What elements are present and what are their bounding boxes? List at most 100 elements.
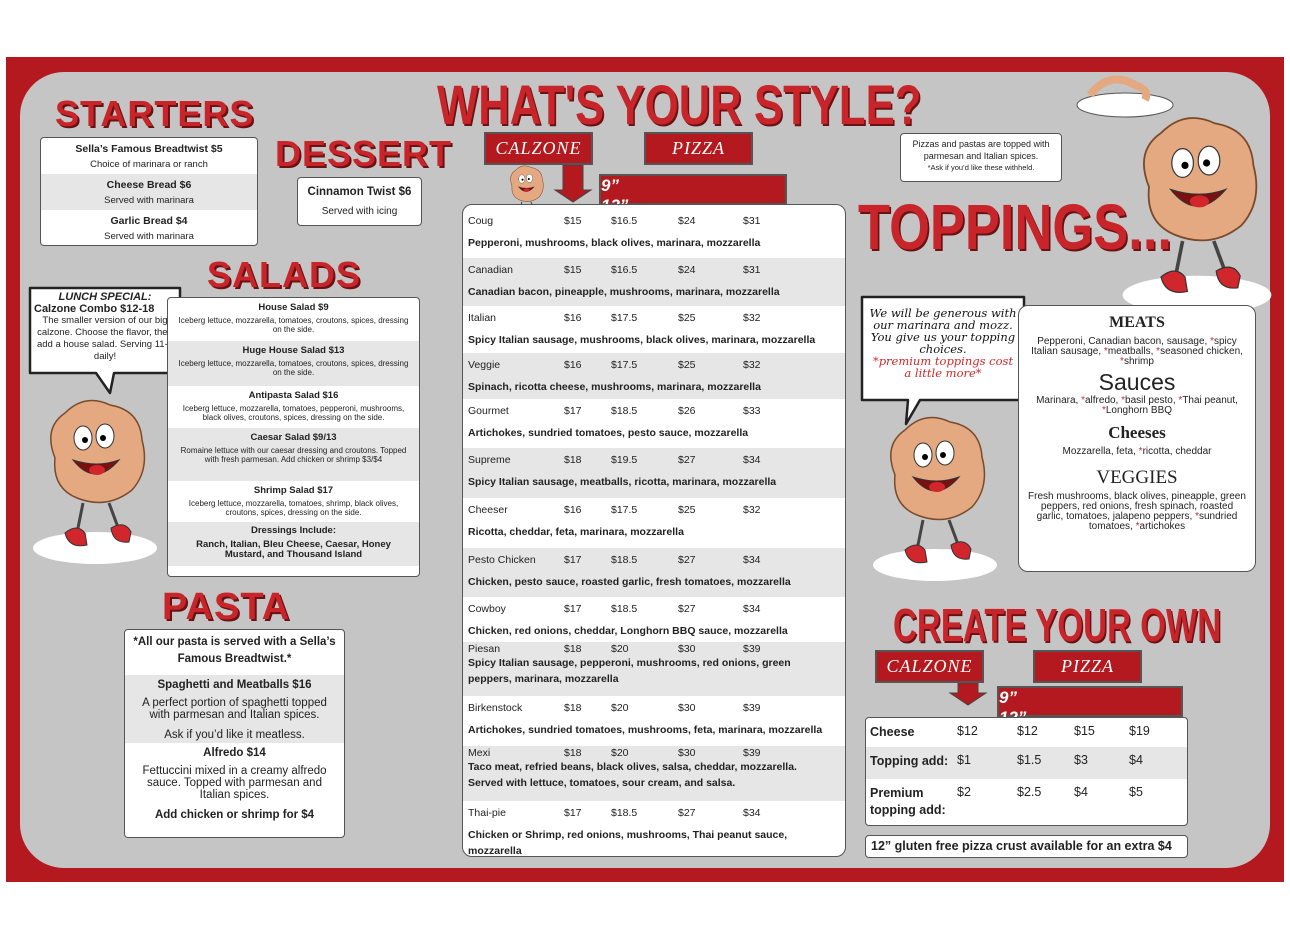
price: $17: [564, 603, 582, 615]
item-desc: Iceberg lettuce, mozzarella, tomatoes, p…: [182, 404, 405, 422]
tab: CALZONE: [875, 650, 984, 683]
menu-item: Shrimp Salad $17 Iceberg lettuce, mozzare…: [168, 481, 419, 522]
price: $5: [1129, 785, 1143, 799]
mascot: [31, 399, 159, 566]
style-row: Cheeser $16 $17.5 $25 $32 Ricotta, cheddar, f…: [463, 498, 845, 548]
style-name: Piesan: [468, 643, 501, 655]
menu-item: Garlic Bread $4 Served with marinara: [41, 210, 257, 245]
price: $17.5: [611, 504, 638, 516]
lunch-text: The smaller version of our big calzone. …: [36, 315, 174, 362]
menu-item: Spaghetti and Meatballs $16 A perfect por…: [125, 675, 344, 743]
create-table: Cheese $12 $12 $15 $19 Topping add: $1 $1.5 $3 $4…: [865, 717, 1188, 826]
tab: PIZZA: [1033, 650, 1142, 683]
style-row: Canadian $15 $16.5 $24 $31 Canadian bacon, pi…: [463, 258, 845, 306]
style-desc: Chicken, red onions, cheddar, Longhorn B…: [468, 625, 788, 637]
style-name: Cheeser: [468, 504, 508, 516]
section-heading: PASTA: [162, 586, 291, 628]
bubble-text: We will be generous with our marinara an…: [869, 306, 1017, 356]
price: $18.5: [611, 405, 638, 417]
style-row: Mexi $18 $20 $30 $39 Taco meat, refried beans…: [463, 746, 845, 801]
pasta-box: *All our pasta is served with a Sella’s …: [124, 629, 345, 838]
lunch-title: LUNCH SPECIAL:: [58, 291, 152, 303]
price: $39: [743, 747, 761, 759]
size-bar: 9”12”15”: [599, 174, 787, 235]
category-text: Pepperoni, Canadian bacon, sausage, *spi…: [1031, 336, 1243, 367]
style-name: Cowboy: [468, 603, 506, 615]
style-name: Coug: [468, 215, 494, 227]
item-name: Shrimp Salad $17: [253, 485, 334, 496]
style-row: Italian $16 $17.5 $25 $32 Spicy Italian sausa…: [463, 306, 845, 353]
price: $34: [743, 454, 761, 466]
category-heading: Sauces: [1098, 369, 1176, 395]
style-row: Birkenstock $18 $20 $30 $39 Artichokes, sundr…: [463, 696, 845, 746]
price: $17: [564, 554, 582, 566]
style-desc: Spinach, ricotta cheese, mushrooms, mari…: [468, 381, 761, 393]
item-name: Spaghetti and Meatballs $16: [157, 679, 312, 691]
plate: [1076, 92, 1174, 118]
price: $17: [564, 807, 582, 819]
toppings-bubble: We will be generous with our marinara an…: [868, 307, 1018, 397]
section-heading: STARTERS: [55, 93, 255, 134]
price: $31: [743, 264, 761, 276]
style-desc: Spicy Italian sausage, pepperoni, mushro…: [468, 657, 791, 685]
item-name: Huge House Salad $13: [242, 345, 345, 356]
price: $25: [678, 359, 696, 371]
row-label: Topping add:: [870, 754, 949, 768]
toppings-box: MEATS Pepperoni, Canadian bacon, sausage,…: [1018, 305, 1256, 572]
price: $27: [678, 807, 696, 819]
price: $17.5: [611, 312, 638, 324]
price: $20: [611, 643, 629, 655]
category-text: Marinara, *alfredo, *basil pesto, *Thai …: [1036, 395, 1238, 416]
style-desc: Chicken, pesto sauce, roasted garlic, fr…: [468, 576, 791, 588]
breadtwist: [1086, 75, 1151, 102]
price: $20: [611, 702, 629, 714]
item-name: Cinnamon Twist $6: [307, 186, 412, 198]
style-name: Supreme: [468, 454, 511, 466]
price: $17: [564, 405, 582, 417]
item-desc: Iceberg lettuce, mozzarella, tomatoes, c…: [178, 359, 409, 377]
pasta-note: *All our pasta is served with a Sella’s …: [133, 636, 336, 665]
style-row: Cowboy $17 $18.5 $27 $34 Chicken, red onions,…: [463, 597, 845, 642]
section-heading: DESSERT: [275, 133, 453, 174]
price: $15: [564, 215, 582, 227]
price: $27: [678, 454, 696, 466]
menu-item: Sella’s Famous Breadtwist $5 Choice of ma…: [41, 138, 257, 174]
price: $16: [564, 504, 582, 516]
price: $1: [957, 753, 971, 767]
style-row: Gourmet $17 $18.5 $26 $33 Artichokes, sundrie…: [463, 399, 845, 448]
menu-item: House Salad $9 Iceberg lettuce, mozzarell…: [168, 298, 419, 341]
item-desc: A perfect portion of spaghetti topped wi…: [142, 697, 327, 721]
category-heading: Cheeses: [1108, 423, 1166, 442]
size-label: 9”: [999, 688, 1017, 707]
price: $19.5: [611, 454, 638, 466]
style-name: Veggie: [468, 359, 501, 371]
item-extra: Add chicken or shrimp for $4: [154, 809, 315, 821]
price: $15: [564, 264, 582, 276]
price: $18: [564, 702, 582, 714]
price: $4: [1129, 753, 1143, 767]
style-desc: Artichokes, sundried tomatoes, mushrooms…: [468, 724, 823, 736]
price: $15: [1074, 724, 1095, 738]
price: $16.5: [611, 215, 638, 227]
item-desc: Iceberg lettuce, mozzarella, tomatoes, s…: [188, 499, 399, 517]
style-row: Pesto Chicken $17 $18.5 $27 $34 Chicken, pest…: [463, 548, 845, 597]
dressings-text: Ranch, Italian, Bleu Cheese, Caesar, Hon…: [196, 539, 391, 560]
item-name: Caesar Salad $9/13: [250, 432, 337, 443]
create-row: Premium topping add: $2 $2.5 $4 $5: [866, 779, 1187, 825]
price: $1.5: [1017, 753, 1042, 767]
price: $27: [678, 603, 696, 615]
price: $32: [743, 359, 761, 371]
menu-item: Caesar Salad $9/13 Romaine lettuce with o…: [168, 428, 419, 481]
style-desc: Chicken or Shrimp, red onions, mushrooms…: [468, 829, 788, 857]
dressings: Dressings Include: Ranch, Italian, Bleu C…: [168, 522, 419, 566]
row-label: Premium topping add:: [870, 786, 946, 817]
price: $2: [957, 785, 971, 799]
item-desc: Fettuccini mixed in a creamy alfredo sau…: [142, 765, 327, 801]
lunch-combo: Calzone Combo $12-18: [34, 303, 155, 315]
price: $16: [564, 312, 582, 324]
price: $27: [678, 554, 696, 566]
style-desc: Pepperoni, mushrooms, black olives, mari…: [468, 237, 761, 249]
item-desc: Served with marinara: [104, 195, 194, 206]
